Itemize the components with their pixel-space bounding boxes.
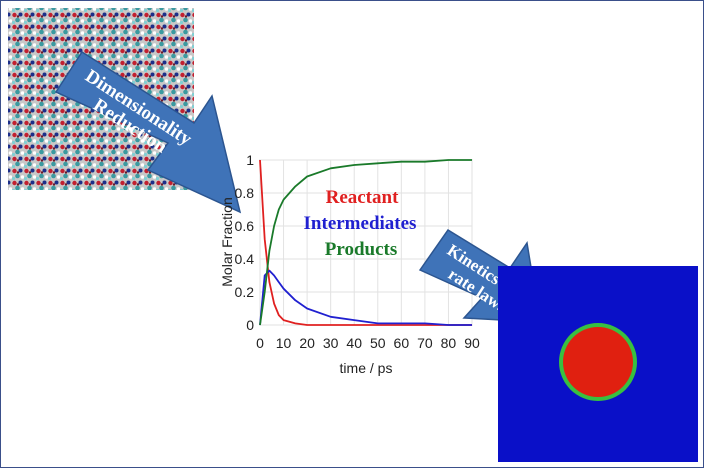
- y-tick-label: 0.8: [235, 185, 255, 201]
- y-tick-label: 0.4: [235, 251, 255, 267]
- legend-intermediates: Intermediates: [304, 213, 417, 234]
- y-tick-label: 0.6: [235, 218, 255, 234]
- molar-fraction-chart: 0 0.2 0.4 0.6 0.8 1 0 10 20 30 40 50 60 70 80 90 Molar…: [219, 152, 480, 376]
- x-tick-label: 90: [464, 335, 480, 351]
- x-tick-label: 40: [346, 335, 362, 351]
- y-tick-label: 0.2: [235, 284, 255, 300]
- x-tick-label: 10: [276, 335, 292, 351]
- y-tick-labels: 0 0.2 0.4 0.6 0.8 1: [235, 152, 255, 333]
- series-line-reactant: [259, 159, 472, 326]
- x-tick-label: 30: [323, 335, 339, 351]
- x-tick-label: 50: [370, 335, 386, 351]
- y-tick-label: 1: [246, 152, 254, 168]
- x-axis-title: time / ps: [340, 360, 393, 376]
- y-tick-label: 0: [246, 317, 254, 333]
- x-tick-label: 20: [299, 335, 315, 351]
- phase-field-simulation: [498, 266, 698, 462]
- chart-curves: [259, 159, 472, 326]
- x-tick-label: 80: [441, 335, 457, 351]
- x-tick-label: 0: [256, 335, 264, 351]
- y-axis-title: Molar Fraction: [219, 197, 235, 286]
- x-tick-label: 70: [417, 335, 433, 351]
- x-tick-label: 60: [394, 335, 410, 351]
- legend-reactant: Reactant: [326, 187, 399, 208]
- legend-products: Products: [325, 239, 397, 260]
- series-line-intermediates: [259, 269, 472, 326]
- series-line-products: [259, 159, 472, 326]
- x-tick-labels: 0 10 20 30 40 50 60 70 80 90: [256, 335, 480, 351]
